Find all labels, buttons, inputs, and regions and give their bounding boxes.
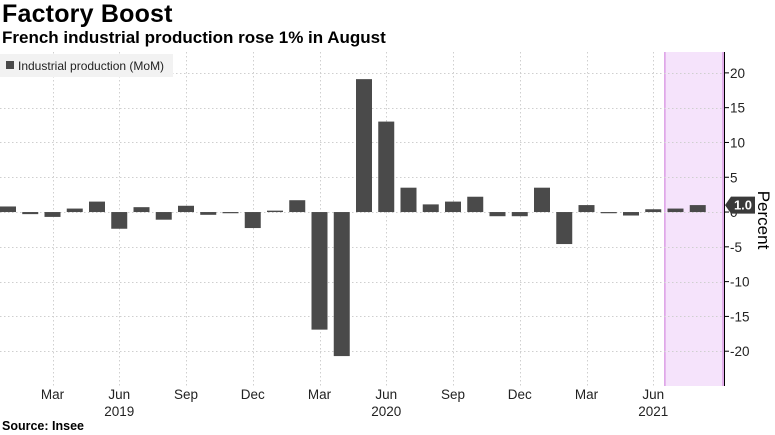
x-tick-label: Jun [108, 387, 130, 402]
x-tick-label: Dec [508, 387, 532, 402]
legend-swatch [6, 61, 14, 69]
last-value-label: 1.0 [734, 198, 752, 213]
legend: Industrial production (MoM) [0, 54, 173, 77]
bar [0, 206, 16, 213]
legend-box [0, 54, 173, 77]
bar [155, 212, 172, 220]
bar [267, 210, 283, 213]
bar [66, 208, 83, 213]
bar [578, 205, 595, 213]
last-value-badge-shape [725, 196, 755, 214]
bar [600, 212, 617, 214]
x-tick-label: Mar [41, 387, 65, 402]
bar [89, 201, 105, 213]
x-tick-label: Jun [375, 387, 397, 402]
bar [222, 212, 239, 214]
x-year-label: 2019 [104, 404, 134, 419]
highlight-band [664, 52, 724, 386]
x-tick-label: Sep [441, 387, 465, 402]
bar [556, 212, 573, 245]
last-value-badge: 1.0 [725, 196, 755, 214]
x-tick-label: Jun [642, 387, 664, 402]
bar [511, 212, 528, 217]
bar [333, 212, 350, 357]
bar [178, 205, 194, 213]
x-tick-label: Dec [241, 387, 265, 402]
x-tick-label: Sep [174, 387, 198, 402]
x-tick-label: Mar [308, 387, 332, 402]
bar [534, 187, 550, 213]
bar [44, 212, 61, 217]
highlight-layer [664, 52, 724, 386]
chart-subtitle: French industrial production rose 1% in … [2, 28, 386, 47]
chart-title: Factory Boost [2, 0, 173, 28]
y-tick-label: 5 [730, 170, 738, 185]
bar [489, 212, 506, 217]
bar [400, 187, 417, 213]
bar [244, 212, 261, 229]
bar [645, 209, 662, 213]
bar [689, 205, 706, 213]
y-tick-label: 10 [730, 135, 745, 150]
x-tick-label: Mar [575, 387, 599, 402]
bar [111, 212, 128, 229]
bar [133, 207, 150, 213]
y-tick-label: 20 [730, 66, 745, 81]
bar [445, 201, 461, 213]
y-axis-title: Percent [754, 191, 773, 250]
bar [422, 204, 439, 213]
y-tick-label: 15 [730, 101, 745, 116]
bar [311, 212, 328, 330]
legend-label: Industrial production (MoM) [18, 59, 164, 73]
bar [356, 79, 372, 213]
bar [200, 212, 217, 215]
y-tick-label: -20 [730, 344, 750, 359]
chart-source: Source: Insee [2, 419, 84, 433]
bar [378, 121, 395, 213]
bars-layer [0, 79, 706, 357]
y-tick-label: -15 [730, 309, 750, 324]
bar [467, 196, 484, 213]
y-tick-label: -10 [730, 275, 750, 290]
x-year-label: 2020 [371, 404, 401, 419]
bar [22, 212, 39, 215]
bar [667, 208, 684, 213]
y-tick-label: -5 [730, 240, 742, 255]
bar [289, 200, 306, 213]
bar [623, 212, 639, 216]
x-year-label: 2021 [638, 404, 668, 419]
xtick-layer: Mar Jun Sep Dec Mar Jun Sep Dec Mar Jun 2019 2020 20… [41, 387, 668, 419]
